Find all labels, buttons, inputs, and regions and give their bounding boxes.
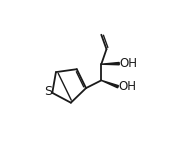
Text: S: S xyxy=(44,85,52,98)
Text: OH: OH xyxy=(119,80,137,93)
Polygon shape xyxy=(101,62,119,65)
Text: OH: OH xyxy=(120,57,138,70)
Polygon shape xyxy=(101,80,118,88)
